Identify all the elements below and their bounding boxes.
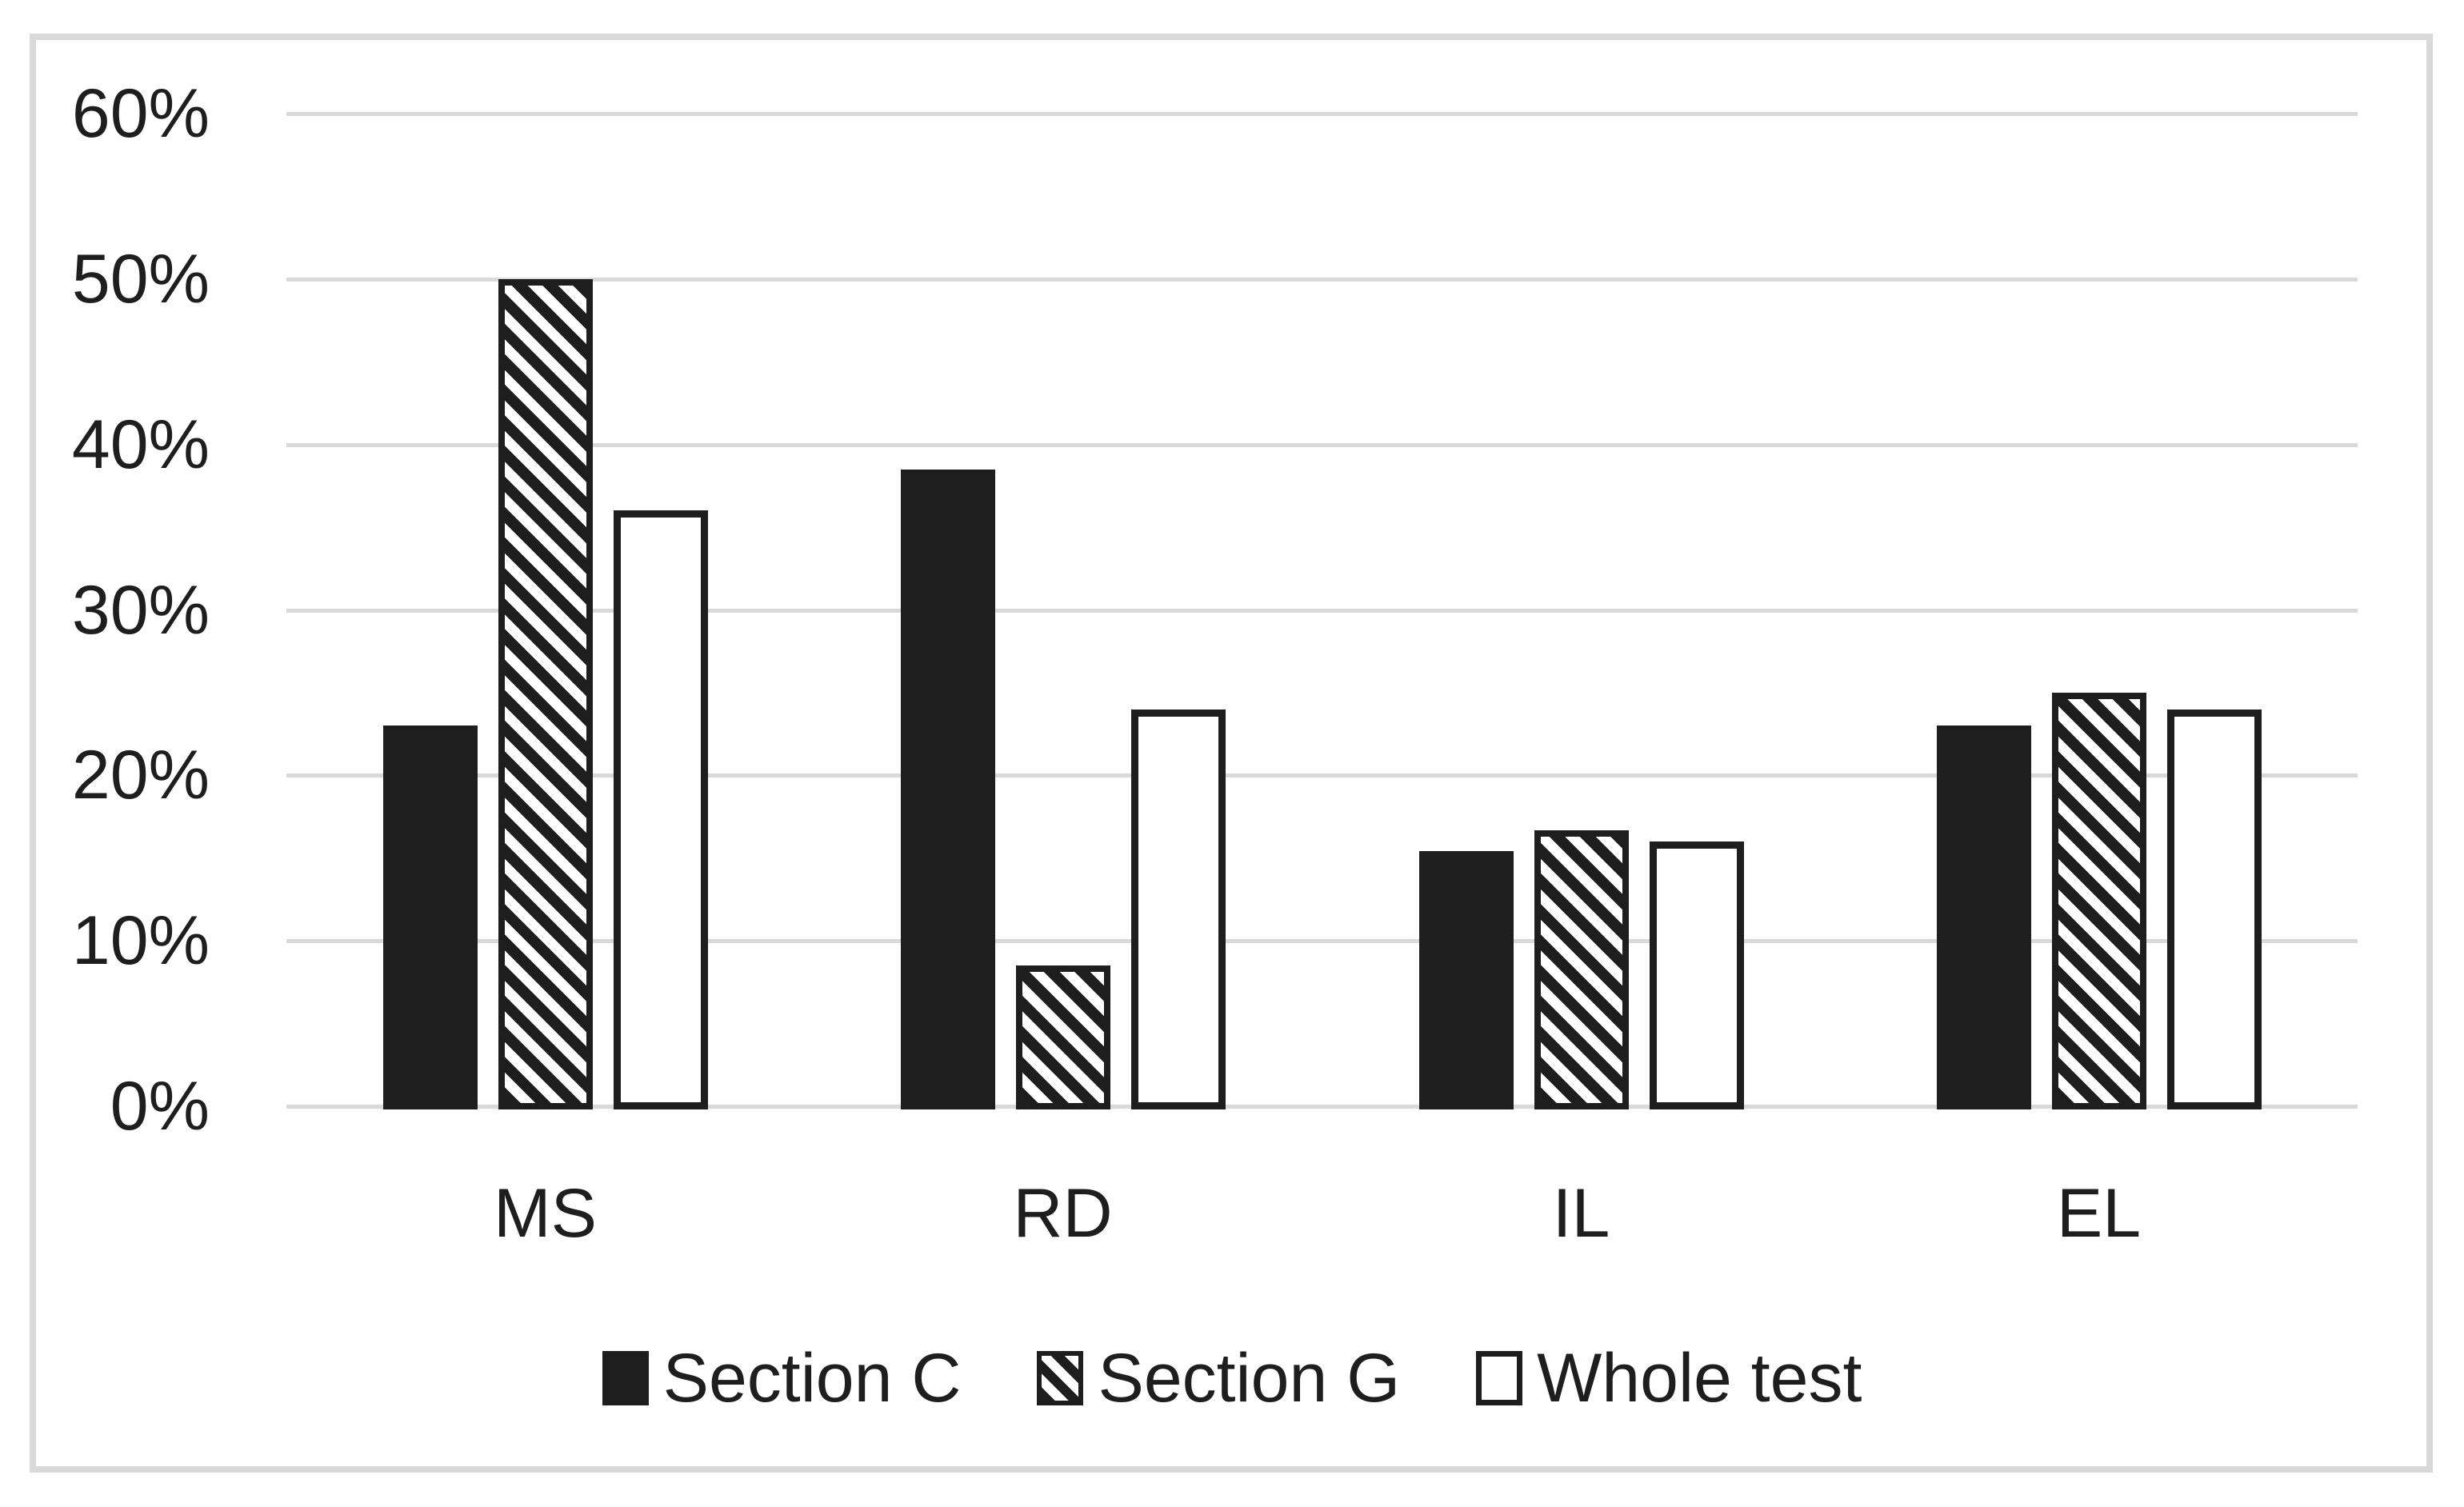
gridline-0 (286, 1105, 2358, 1109)
y-tick-label-20: 20% (71, 737, 210, 813)
gridline-10 (286, 939, 2358, 943)
gridline-40 (286, 443, 2358, 447)
bar-ms-section-c (382, 726, 478, 1109)
bar-il-whole-test (1649, 841, 1744, 1109)
bar-ms-section-g (498, 279, 593, 1109)
legend-swatch-outline-icon (1476, 1351, 1523, 1405)
x-axis-label-el: EL (2056, 1175, 2142, 1252)
x-axis-label-rd: RD (1013, 1175, 1113, 1252)
y-tick-label-0: 0% (110, 1068, 210, 1145)
gridline-60 (286, 112, 2358, 116)
bar-rd-section-g (1015, 965, 1110, 1109)
bar-group-rd (804, 114, 1322, 1109)
bar-group-ms (286, 114, 804, 1109)
gridline-20 (286, 773, 2358, 777)
legend-swatch-diagonal-hatch-icon (1037, 1351, 1084, 1405)
gridline-30 (286, 609, 2358, 613)
bar-group-el (1840, 114, 2358, 1109)
x-axis-label-il: IL (1552, 1175, 1610, 1252)
legend-item-section-g: Section G (1037, 1342, 1400, 1414)
bar-el-section-c (1936, 726, 2031, 1109)
bar-ms-whole-test (613, 510, 708, 1109)
x-axis-label-ms: MS (494, 1175, 597, 1252)
gridline-50 (286, 278, 2358, 282)
bar-rd-section-c (900, 470, 995, 1109)
bar-el-whole-test (2166, 710, 2262, 1109)
legend-item-whole-test: Whole test (1476, 1342, 1862, 1414)
y-tick-label-50: 50% (71, 241, 210, 318)
legend-item-section-c: Section C (602, 1340, 962, 1417)
bar-group-il (1322, 114, 1840, 1109)
legend-label-section-g: Section G (1098, 1340, 1401, 1417)
bar-il-section-g (1534, 830, 1629, 1109)
y-tick-label-30: 30% (71, 572, 210, 649)
bar-el-section-g (2051, 693, 2146, 1109)
bar-il-section-c (1418, 851, 1514, 1109)
y-tick-label-40: 40% (71, 406, 210, 483)
legend-swatch-solid-icon (602, 1351, 649, 1405)
legend-label-whole-test: Whole test (1537, 1340, 1862, 1417)
y-tick-label-60: 60% (71, 75, 210, 152)
legend-label-section-c: Section C (662, 1340, 962, 1417)
legend: Section C Section G Whole test (0, 1342, 2464, 1414)
y-tick-label-10: 10% (71, 902, 210, 979)
bar-rd-whole-test (1130, 710, 1226, 1109)
